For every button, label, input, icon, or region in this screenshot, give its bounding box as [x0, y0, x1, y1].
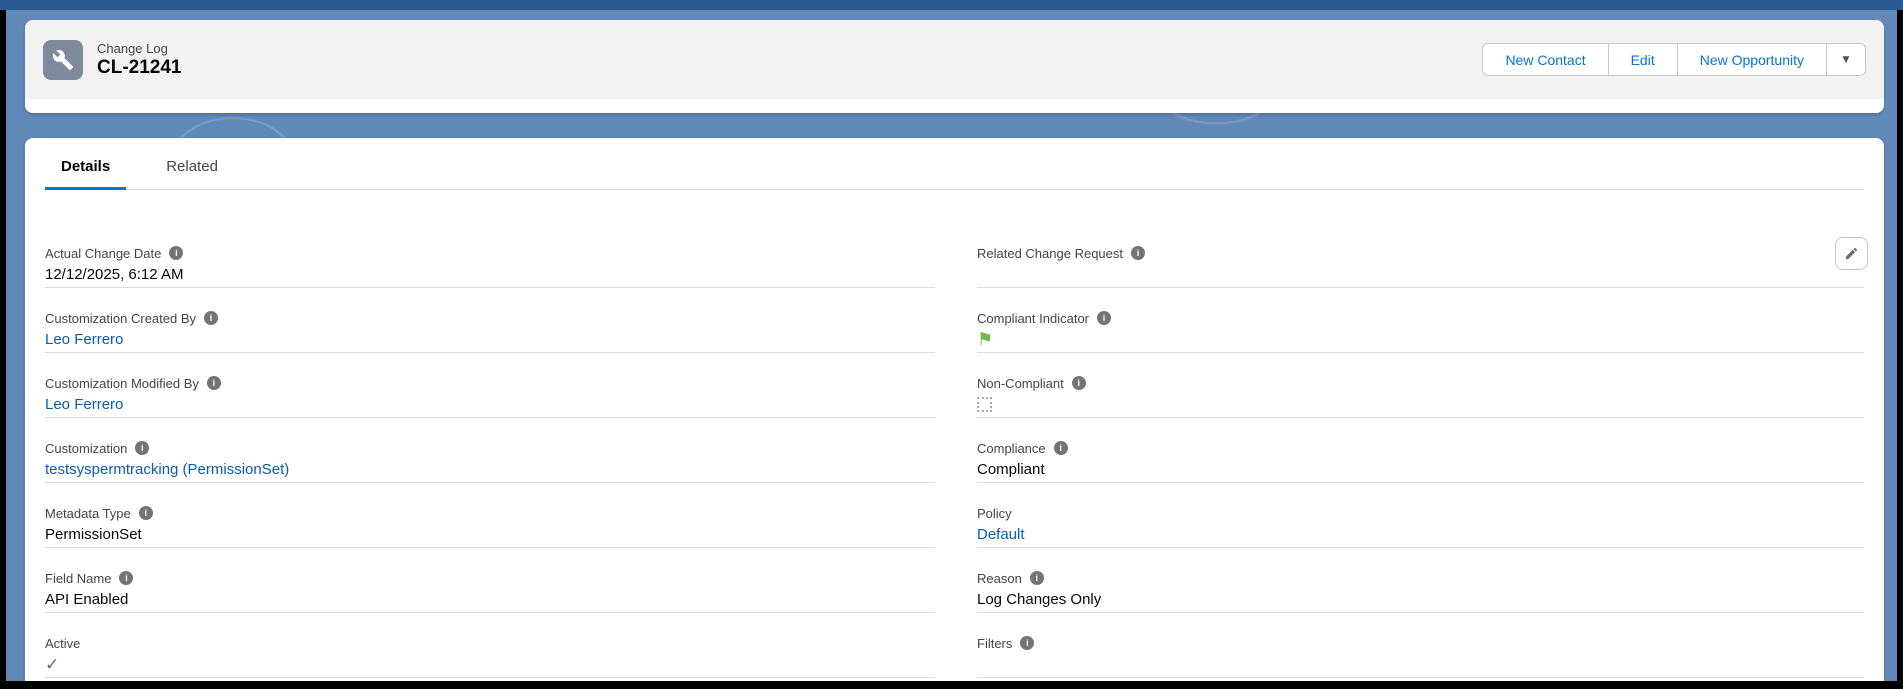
- more-actions-button[interactable]: ▼: [1827, 44, 1865, 75]
- field-active: Active ✓: [45, 633, 935, 681]
- field-label: Reason: [977, 570, 1022, 586]
- info-icon[interactable]: i: [1020, 636, 1035, 650]
- record-titles: Change Log CL-21241: [97, 41, 182, 79]
- field-policy: Policy Default: [977, 503, 1864, 568]
- field-non-compliant: Non-Compliant i: [977, 373, 1864, 438]
- new-contact-button[interactable]: New Contact: [1483, 44, 1609, 75]
- info-icon[interactable]: i: [1029, 571, 1044, 585]
- info-icon[interactable]: i: [206, 376, 221, 390]
- field-value: [977, 263, 1864, 286]
- field-compliant-indicator: Compliant Indicator i ⚑: [977, 308, 1864, 373]
- field-related-change-request: Related Change Request i: [977, 243, 1864, 308]
- field-customization-created-by: Customization Created By i Leo Ferrero: [45, 308, 935, 373]
- info-icon[interactable]: i: [1053, 441, 1068, 455]
- field-value-link[interactable]: testsyspermtracking (PermissionSet): [45, 461, 290, 478]
- field-label: Actual Change Date: [45, 245, 162, 261]
- wrench-icon: [43, 39, 83, 80]
- info-icon[interactable]: i: [138, 506, 153, 520]
- field-label: Field Name: [45, 570, 112, 586]
- field-metadata-type: Metadata Type i PermissionSet: [45, 503, 935, 568]
- field-column-right: Related Change Request i Compliant Indic…: [977, 243, 1864, 681]
- field-customization-modified-by: Customization Modified By i Leo Ferrero: [45, 373, 935, 438]
- app-background: Change Log CL-21241 New Contact Edit New…: [6, 10, 1897, 681]
- field-value-link[interactable]: Default: [977, 526, 1025, 543]
- tab-details[interactable]: Details: [45, 152, 127, 190]
- chevron-down-icon: ▼: [1842, 54, 1850, 65]
- info-icon[interactable]: i: [204, 311, 219, 325]
- field-label: Policy: [977, 505, 1012, 521]
- field-value: [977, 653, 1864, 676]
- info-icon[interactable]: i: [1097, 311, 1111, 325]
- record-name: CL-21241: [97, 56, 182, 78]
- tab-related[interactable]: Related: [150, 152, 234, 189]
- field-label: Customization Modified By: [45, 375, 199, 391]
- unchecked-checkbox-icon: [977, 397, 992, 412]
- field-value-link[interactable]: Leo Ferrero: [45, 331, 124, 348]
- field-label: Customization: [45, 440, 128, 456]
- action-button-group: New Contact Edit New Opportunity ▼: [1482, 43, 1866, 76]
- edit-button[interactable]: Edit: [1608, 44, 1678, 75]
- tab-bar: Details Related: [45, 138, 1864, 190]
- record-header-row: Change Log CL-21241 New Contact Edit New…: [25, 20, 1884, 99]
- field-value: 12/12/2025, 6:12 AM: [45, 266, 184, 283]
- info-icon[interactable]: i: [169, 246, 184, 260]
- field-label: Filters: [977, 635, 1013, 651]
- field-value: PermissionSet: [45, 526, 142, 543]
- field-label: Compliance: [977, 440, 1046, 456]
- info-icon[interactable]: i: [1131, 246, 1145, 260]
- field-label: Compliant Indicator: [977, 310, 1089, 326]
- field-customization: Customization i testsyspermtracking (Per…: [45, 438, 935, 503]
- field-actual-change-date: Actual Change Date i 12/12/2025, 6:12 AM: [45, 243, 935, 308]
- record-type-label: Change Log: [97, 40, 168, 56]
- field-label: Customization Created By: [45, 310, 197, 326]
- tab-details-label: Details: [61, 158, 111, 175]
- field-label: Active: [45, 635, 81, 651]
- field-field-name: Field Name i API Enabled: [45, 568, 935, 633]
- record-header-footer: [25, 99, 1884, 113]
- field-value: API Enabled: [45, 591, 129, 608]
- pencil-icon: [1845, 247, 1858, 260]
- new-opportunity-button[interactable]: New Opportunity: [1677, 44, 1827, 75]
- inline-edit-button[interactable]: [1835, 237, 1868, 270]
- field-label: Metadata Type: [45, 505, 131, 521]
- field-compliance: Compliance i Compliant: [977, 438, 1864, 503]
- info-icon[interactable]: i: [1071, 376, 1086, 390]
- field-grid: Actual Change Date i 12/12/2025, 6:12 AM…: [45, 243, 1864, 681]
- field-value: Log Changes Only: [977, 591, 1102, 608]
- field-label: Non-Compliant: [977, 375, 1064, 391]
- checkmark-icon: ✓: [45, 654, 60, 675]
- field-reason: Reason i Log Changes Only: [977, 568, 1864, 633]
- field-value: Compliant: [977, 461, 1045, 478]
- green-flag-icon: ⚑: [977, 328, 994, 350]
- field-column-left: Actual Change Date i 12/12/2025, 6:12 AM…: [45, 243, 935, 681]
- record-detail-card: Details Related Actual Change Date i 12/: [25, 138, 1884, 681]
- field-label: Related Change Request: [977, 245, 1123, 261]
- tab-related-label: Related: [166, 158, 218, 175]
- field-filters: Filters i: [977, 633, 1864, 681]
- window-top-strip: [0, 0, 1903, 10]
- info-icon[interactable]: i: [119, 571, 134, 585]
- record-header-card: Change Log CL-21241 New Contact Edit New…: [25, 20, 1884, 113]
- field-value-link[interactable]: Leo Ferrero: [45, 396, 124, 413]
- info-icon[interactable]: i: [135, 441, 150, 455]
